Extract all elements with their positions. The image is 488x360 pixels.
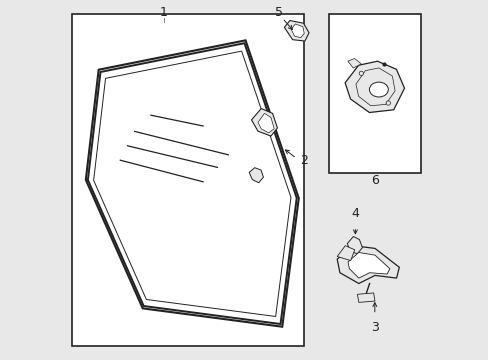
Text: 1: 1 <box>159 6 167 19</box>
Polygon shape <box>284 21 308 41</box>
Polygon shape <box>346 237 362 254</box>
Polygon shape <box>337 246 399 284</box>
Polygon shape <box>357 293 374 302</box>
Text: 2: 2 <box>300 154 307 167</box>
Polygon shape <box>347 252 389 278</box>
Text: 5: 5 <box>274 6 282 19</box>
Text: 6: 6 <box>370 174 378 186</box>
Ellipse shape <box>368 82 387 97</box>
Circle shape <box>358 71 363 76</box>
Polygon shape <box>85 40 298 327</box>
Polygon shape <box>258 113 274 133</box>
Text: 3: 3 <box>370 321 378 334</box>
Text: 4: 4 <box>351 207 359 220</box>
Bar <box>72 14 303 346</box>
Bar <box>328 14 420 173</box>
Polygon shape <box>88 43 296 324</box>
Polygon shape <box>347 59 361 68</box>
Polygon shape <box>345 61 404 112</box>
Polygon shape <box>291 24 304 37</box>
Polygon shape <box>251 109 277 136</box>
Polygon shape <box>337 246 354 261</box>
Circle shape <box>386 101 390 105</box>
Polygon shape <box>249 168 263 183</box>
